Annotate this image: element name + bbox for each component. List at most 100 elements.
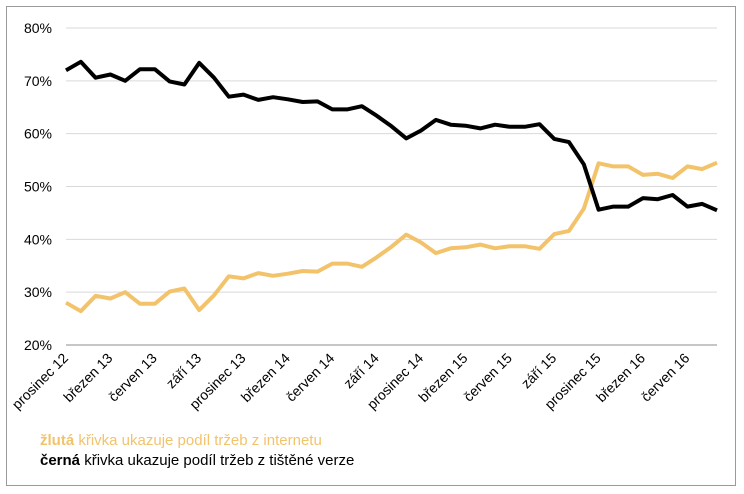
y-tick-label: 40% bbox=[24, 231, 52, 247]
data-point-internet bbox=[672, 177, 674, 179]
data-point-internet bbox=[95, 295, 97, 297]
data-point-internet bbox=[139, 303, 141, 305]
legend-internet-keyword: žlutá bbox=[40, 432, 75, 449]
data-point-internet bbox=[257, 272, 259, 274]
data-point-internet bbox=[450, 247, 452, 249]
data-point-print bbox=[686, 206, 688, 208]
data-point-print bbox=[553, 138, 555, 140]
data-point-print bbox=[405, 137, 407, 139]
data-point-print bbox=[302, 101, 304, 103]
data-point-internet bbox=[642, 174, 644, 176]
data-point-print bbox=[169, 80, 171, 82]
data-point-internet bbox=[435, 252, 437, 254]
data-point-internet bbox=[583, 208, 585, 210]
data-point-internet bbox=[317, 271, 319, 273]
data-point-internet bbox=[598, 162, 600, 164]
y-tick-label: 80% bbox=[24, 20, 52, 36]
data-point-internet bbox=[612, 165, 614, 167]
data-point-print bbox=[568, 141, 570, 143]
data-point-print bbox=[479, 127, 481, 129]
x-tick-label: září 14 bbox=[340, 350, 382, 392]
data-point-print bbox=[213, 77, 215, 79]
data-point-internet bbox=[331, 263, 333, 265]
data-point-internet bbox=[198, 309, 200, 311]
data-point-print bbox=[65, 69, 67, 71]
data-point-internet bbox=[154, 303, 156, 305]
data-point-internet bbox=[538, 248, 540, 250]
data-point-internet bbox=[464, 246, 466, 248]
x-tick-label: červen 16 bbox=[638, 350, 693, 405]
data-point-print bbox=[331, 108, 333, 110]
data-point-internet bbox=[302, 270, 304, 272]
data-point-print bbox=[538, 123, 540, 125]
y-tick-label: 70% bbox=[24, 73, 52, 89]
data-point-internet bbox=[80, 310, 82, 312]
data-point-print bbox=[450, 124, 452, 126]
data-point-print bbox=[509, 126, 511, 128]
x-tick-label: červen 14 bbox=[283, 350, 338, 405]
data-point-internet bbox=[272, 275, 274, 277]
data-point-internet bbox=[405, 234, 407, 236]
data-point-print bbox=[95, 77, 97, 79]
data-point-print bbox=[109, 73, 111, 75]
data-point-print bbox=[317, 100, 319, 102]
data-point-print bbox=[361, 105, 363, 107]
data-point-print bbox=[420, 129, 422, 131]
data-point-print bbox=[642, 197, 644, 199]
data-point-internet bbox=[420, 242, 422, 244]
y-tick-label: 30% bbox=[24, 284, 52, 300]
data-point-print bbox=[154, 68, 156, 70]
data-point-print bbox=[80, 61, 82, 63]
data-point-internet bbox=[65, 302, 67, 304]
data-point-print bbox=[464, 125, 466, 127]
y-tick-label: 20% bbox=[24, 337, 52, 353]
legend-print-text: křivka ukazuje podíl tržeb z tištěné ver… bbox=[80, 452, 355, 469]
data-point-print bbox=[612, 206, 614, 208]
legend-internet-text: křivka ukazuje podíl tržeb z internetu bbox=[74, 432, 322, 449]
data-point-internet bbox=[494, 247, 496, 249]
x-tick-label: prosinec 12 bbox=[9, 350, 72, 413]
data-point-print bbox=[198, 62, 200, 64]
data-point-print bbox=[435, 119, 437, 121]
legend-print: černá křivka ukazuje podíl tržeb z tiště… bbox=[40, 452, 354, 470]
data-point-internet bbox=[169, 291, 171, 293]
data-point-internet bbox=[553, 233, 555, 235]
data-point-internet bbox=[243, 277, 245, 279]
data-point-print bbox=[494, 124, 496, 126]
x-tick-label: červen 13 bbox=[105, 350, 160, 405]
data-point-internet bbox=[213, 294, 215, 296]
data-point-internet bbox=[524, 245, 526, 247]
data-point-internet bbox=[346, 263, 348, 265]
data-point-print bbox=[257, 99, 259, 101]
data-point-internet bbox=[183, 287, 185, 289]
data-point-internet bbox=[716, 162, 718, 164]
x-tick-label: září 15 bbox=[518, 350, 560, 392]
data-point-print bbox=[627, 206, 629, 208]
legend-print-keyword: černá bbox=[40, 452, 81, 469]
data-point-internet bbox=[568, 230, 570, 232]
data-point-print bbox=[701, 203, 703, 205]
chart-frame bbox=[6, 6, 736, 486]
data-point-internet bbox=[228, 275, 230, 277]
data-point-print bbox=[391, 125, 393, 127]
data-point-internet bbox=[627, 165, 629, 167]
legend-internet: žlutá křivka ukazuje podíl tržeb z inter… bbox=[40, 432, 322, 450]
y-tick-label: 60% bbox=[24, 126, 52, 142]
data-point-internet bbox=[391, 246, 393, 248]
data-point-print bbox=[124, 80, 126, 82]
data-point-internet bbox=[509, 245, 511, 247]
data-point-print bbox=[228, 96, 230, 98]
data-point-print bbox=[376, 115, 378, 117]
data-point-print bbox=[287, 98, 289, 100]
data-point-print bbox=[672, 194, 674, 196]
data-point-print bbox=[583, 163, 585, 165]
data-point-print bbox=[598, 209, 600, 211]
data-point-internet bbox=[287, 273, 289, 275]
data-point-print bbox=[657, 198, 659, 200]
data-point-internet bbox=[109, 298, 111, 300]
x-tick-label: září 13 bbox=[163, 350, 205, 392]
data-point-print bbox=[716, 209, 718, 211]
data-point-internet bbox=[361, 266, 363, 268]
